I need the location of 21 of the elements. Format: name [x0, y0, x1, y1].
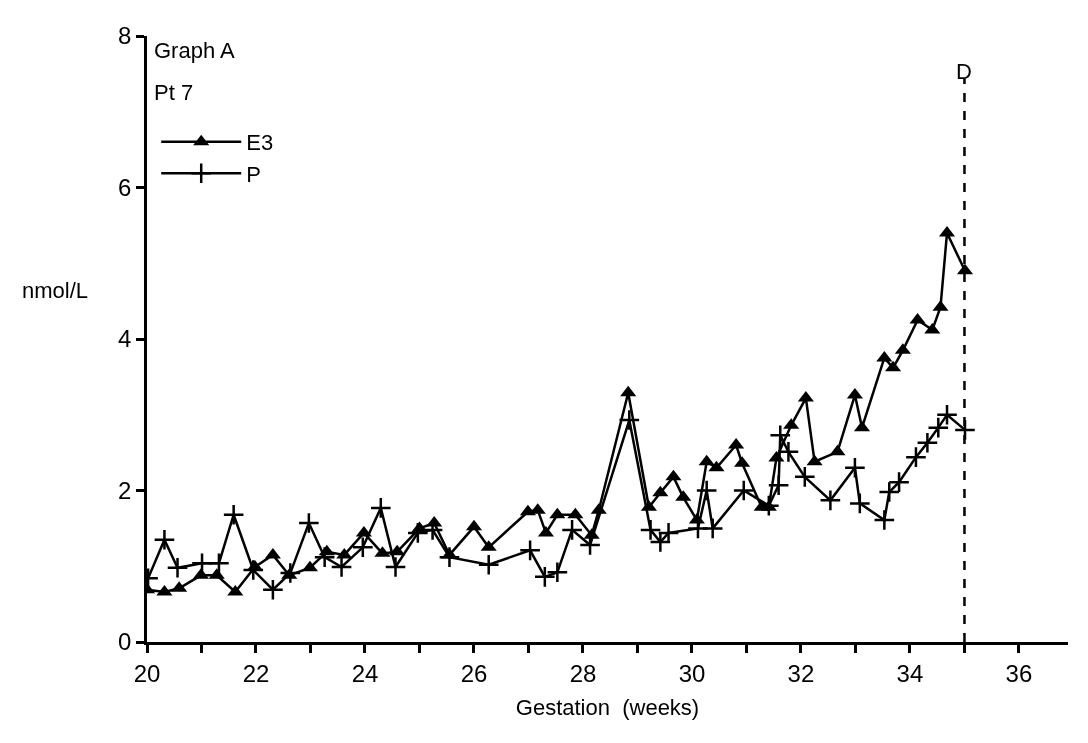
x-tick-label: 36	[1005, 659, 1033, 687]
x-axis-title: Gestation (weeks)	[515, 695, 700, 721]
x-tick-label: 28	[569, 659, 597, 687]
y-tick-label: 2	[118, 476, 132, 504]
x-tick-label: 20	[133, 659, 161, 687]
x-tick-label: 32	[787, 659, 815, 687]
x-tick-label: 34	[896, 659, 924, 687]
x-tick-label: 22	[242, 659, 270, 687]
y-tick-label: 6	[118, 173, 132, 201]
x-tick-label: 30	[678, 659, 706, 687]
y-axis-title: nmol/L	[22, 278, 89, 303]
ref-line-label: D	[956, 59, 972, 84]
annotation: Graph A	[154, 38, 236, 63]
y-tick-label: 4	[118, 325, 132, 353]
x-tick-label: 24	[351, 659, 379, 687]
legend-label: E3	[246, 130, 274, 156]
x-tick-label: 26	[460, 659, 488, 687]
annotation: Pt 7	[154, 80, 194, 105]
legend-label: P	[246, 161, 261, 187]
y-tick-label: 0	[118, 628, 132, 656]
y-tick-label: 8	[118, 22, 132, 50]
